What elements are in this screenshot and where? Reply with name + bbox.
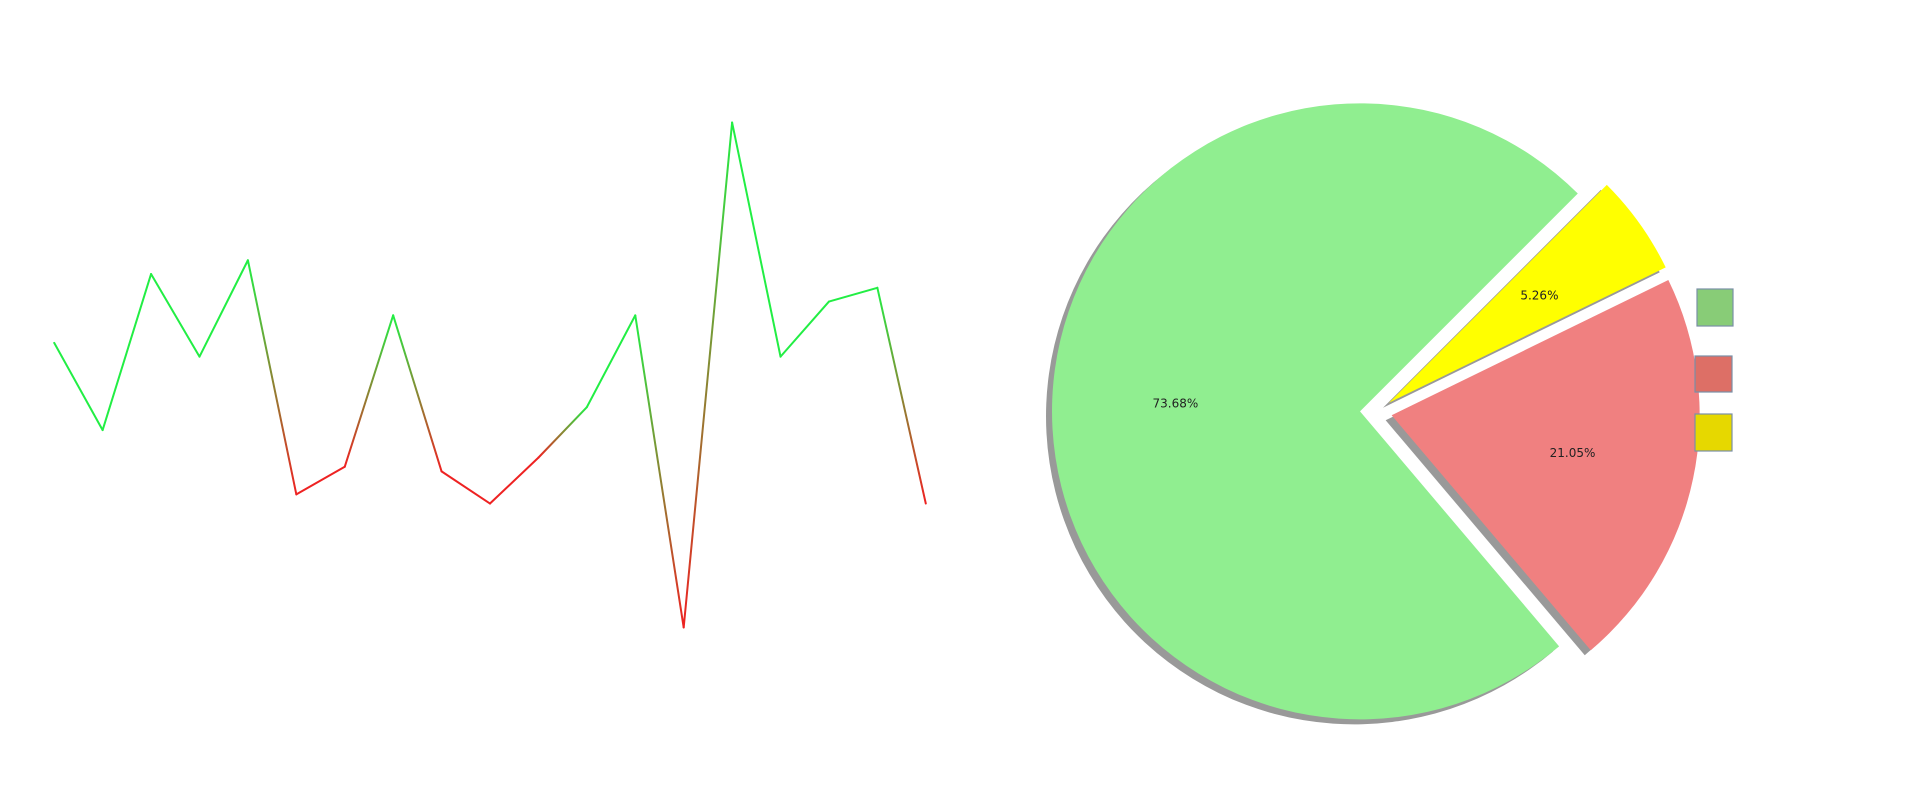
- pie-slice-label: 21.05%: [1550, 446, 1596, 460]
- pie-slice-label: 5.26%: [1520, 288, 1558, 302]
- line-segment: [731, 121, 782, 358]
- line-segment: [634, 314, 685, 629]
- line-series: [53, 121, 927, 629]
- line-segment: [295, 465, 346, 496]
- line-segment: [682, 121, 734, 629]
- line-segment: [150, 273, 201, 358]
- legend-swatch: [1694, 355, 1733, 393]
- pie-slice: [1391, 279, 1700, 651]
- pie-slices: [1052, 103, 1700, 720]
- legend-swatch: [1696, 288, 1734, 327]
- line-segment: [489, 456, 540, 505]
- pie-slice: [1389, 184, 1666, 403]
- line-segment: [440, 470, 491, 505]
- pie-labels: 73.68% 21.05% 5.26%: [1152, 288, 1595, 460]
- pie-slice: [1052, 103, 1578, 720]
- legend-swatch: [1694, 413, 1733, 452]
- line-segment: [343, 314, 395, 468]
- line-segment: [585, 314, 637, 409]
- line-segment: [779, 300, 830, 358]
- line-segment: [53, 341, 104, 432]
- line-segment: [827, 286, 879, 303]
- line-segment: [101, 273, 153, 432]
- line-segment: [246, 259, 298, 496]
- line-segment: [198, 259, 249, 358]
- line-segment: [876, 286, 927, 505]
- legend: [1694, 288, 1734, 452]
- pie-slice-label: 73.68%: [1152, 397, 1198, 411]
- pie-chart: 73.68% 21.05% 5.26%: [1046, 103, 1734, 725]
- line-segment: [392, 314, 443, 473]
- line-segment: [537, 406, 588, 459]
- line-chart: [53, 121, 927, 629]
